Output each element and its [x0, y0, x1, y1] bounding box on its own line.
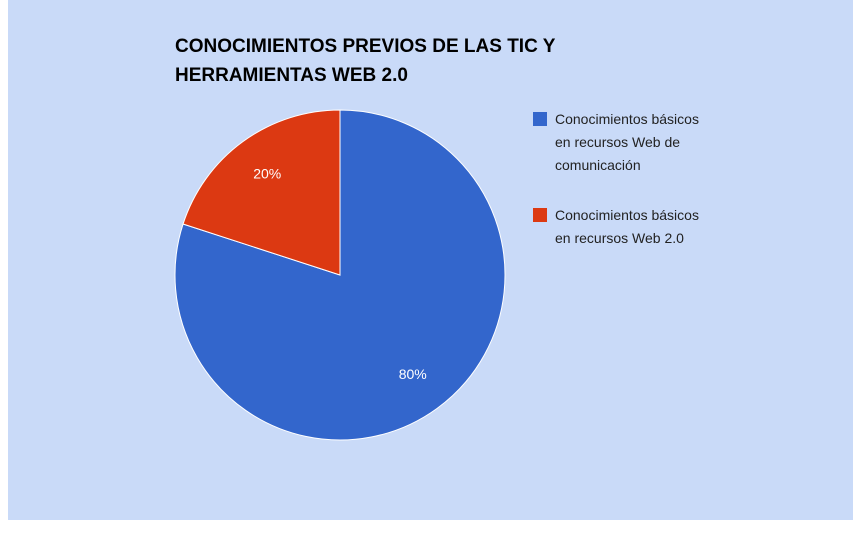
pie-slice	[174, 109, 506, 441]
legend-swatch	[533, 112, 547, 126]
legend-label: Conocimientos básicos en recursos Web 2.…	[555, 207, 699, 246]
data-label: 20%	[253, 166, 281, 182]
chart-title: CONOCIMIENTOS PREVIOS DE LAS TIC Y HERRA…	[175, 36, 556, 86]
pie-slice	[182, 109, 341, 276]
data-label: 80%	[399, 366, 427, 382]
legend-label: Conocimientos básicos en recursos Web de…	[555, 111, 699, 173]
legend-swatch	[533, 208, 547, 222]
